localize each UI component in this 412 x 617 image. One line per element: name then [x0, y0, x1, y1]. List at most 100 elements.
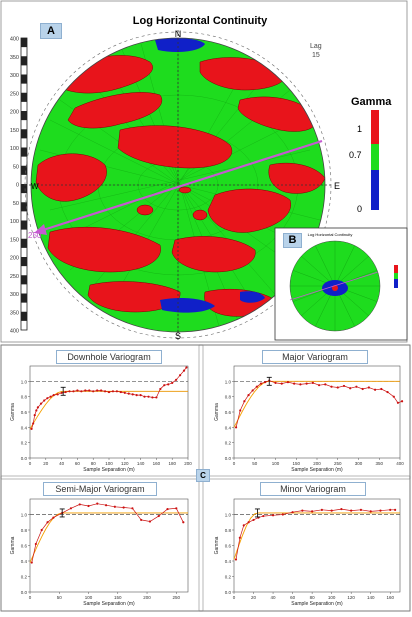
inset-title: Log Horizontal Continuity — [308, 232, 353, 237]
scale-tick-label: 300 — [10, 73, 19, 79]
data-point — [369, 510, 372, 513]
x-axis-label: Sample Separation (m) — [83, 601, 135, 607]
scale-block — [21, 202, 27, 212]
scale-block — [21, 111, 27, 121]
x-tick-label: 250 — [334, 461, 342, 466]
data-point — [33, 413, 36, 417]
data-point — [247, 394, 250, 397]
x-tick-label: 100 — [328, 595, 336, 600]
x-tick-label: 50 — [57, 595, 63, 600]
gamma-legend: Gamma 1 0.7 0 — [349, 96, 392, 214]
y-axis-label: Gamma — [214, 403, 220, 421]
scale-tick-label: 300 — [10, 292, 19, 298]
y-tick-label: 0.6 — [21, 410, 28, 415]
data-point — [342, 384, 346, 388]
data-point — [139, 394, 142, 397]
data-point — [320, 508, 323, 511]
data-point — [143, 395, 146, 398]
data-point — [140, 518, 143, 522]
x-tick-label: 40 — [59, 461, 65, 466]
scale-tick-label: 250 — [10, 274, 19, 280]
data-point — [107, 390, 111, 394]
data-point — [293, 382, 296, 385]
x-tick-label: 0 — [233, 595, 236, 600]
data-point — [80, 390, 83, 393]
legend-mid-swatch — [371, 144, 379, 170]
panel-tag-c: C — [196, 469, 210, 482]
y-tick-label: 1.0 — [225, 379, 232, 384]
x-tick-label: 120 — [121, 461, 129, 466]
data-point — [251, 389, 254, 392]
x-tick-label: 20 — [251, 595, 257, 600]
compass-east-label: E — [334, 181, 340, 191]
data-point — [123, 391, 126, 394]
y-tick-label: 0.8 — [225, 395, 232, 400]
data-point — [367, 386, 370, 389]
y-axis-label: Gamma — [10, 403, 16, 421]
x-tick-label: 250 — [173, 595, 181, 600]
scale-block — [21, 220, 27, 230]
data-point — [252, 518, 255, 522]
x-tick-label: 100 — [105, 461, 113, 466]
y-tick-label: 0.0 — [21, 456, 28, 461]
data-point — [36, 406, 40, 409]
data-point — [239, 409, 242, 412]
data-point — [349, 387, 352, 390]
data-point — [247, 521, 250, 524]
x-tick-label: 60 — [290, 595, 296, 600]
data-point — [336, 386, 339, 389]
data-point — [330, 385, 333, 388]
x-tick-label: 140 — [367, 595, 375, 600]
data-point — [166, 507, 169, 511]
data-point — [281, 513, 284, 516]
continuity-disc — [24, 30, 332, 340]
scale-block — [21, 92, 27, 102]
variogram-chart: 0.0 0.2 0.4 0.6 0.8 1.0 0 50 100 150 200 250 Sample … — [10, 498, 189, 607]
scale-block — [21, 311, 27, 321]
data-point — [43, 399, 46, 402]
legend-tick-low: 0 — [357, 204, 362, 214]
data-point — [100, 389, 103, 392]
scale-block — [21, 74, 27, 84]
compass-west-label: W — [31, 182, 39, 191]
data-point — [78, 503, 81, 506]
y-tick-label: 0.8 — [21, 528, 28, 533]
y-tick-label: 0.6 — [225, 544, 232, 549]
low-gamma-zones — [155, 38, 265, 313]
data-point — [40, 528, 43, 532]
y-tick-label: 0.2 — [225, 441, 232, 446]
scale-block — [21, 165, 27, 175]
data-point — [167, 383, 170, 386]
data-point — [147, 395, 150, 398]
data-point — [76, 389, 79, 392]
x-tick-label: 50 — [252, 461, 258, 466]
y-tick-label: 0.0 — [225, 456, 232, 461]
data-point — [389, 508, 392, 511]
data-point — [148, 520, 152, 523]
data-point — [379, 509, 382, 512]
x-tick-label: 200 — [143, 595, 151, 600]
data-point — [103, 390, 107, 393]
scale-tick-label: 50 — [13, 201, 19, 207]
data-point — [380, 387, 383, 391]
y-tick-label: 0.0 — [225, 590, 232, 595]
scale-tick-label: 350 — [10, 310, 19, 316]
model-curve — [233, 512, 400, 560]
data-point — [392, 395, 395, 398]
scale-block — [21, 293, 27, 303]
data-point — [104, 504, 108, 507]
scale-block — [21, 238, 27, 248]
data-point — [301, 509, 304, 512]
x-tick-label: 350 — [375, 461, 383, 466]
data-point — [52, 516, 55, 519]
data-point — [311, 510, 314, 513]
data-point — [264, 381, 267, 384]
plot-area — [233, 365, 401, 459]
continuity-plot: 4003503002502001501005005010015020025030… — [0, 0, 408, 343]
model-curve — [233, 380, 400, 428]
data-point — [92, 390, 95, 393]
major-title: Major Variogram — [262, 350, 368, 364]
data-point — [119, 390, 122, 394]
x-tick-label: 100 — [85, 595, 93, 600]
data-point — [159, 387, 162, 391]
